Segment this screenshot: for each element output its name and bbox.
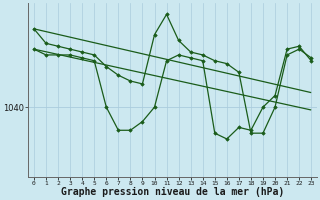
X-axis label: Graphe pression niveau de la mer (hPa): Graphe pression niveau de la mer (hPa) [61, 187, 284, 197]
